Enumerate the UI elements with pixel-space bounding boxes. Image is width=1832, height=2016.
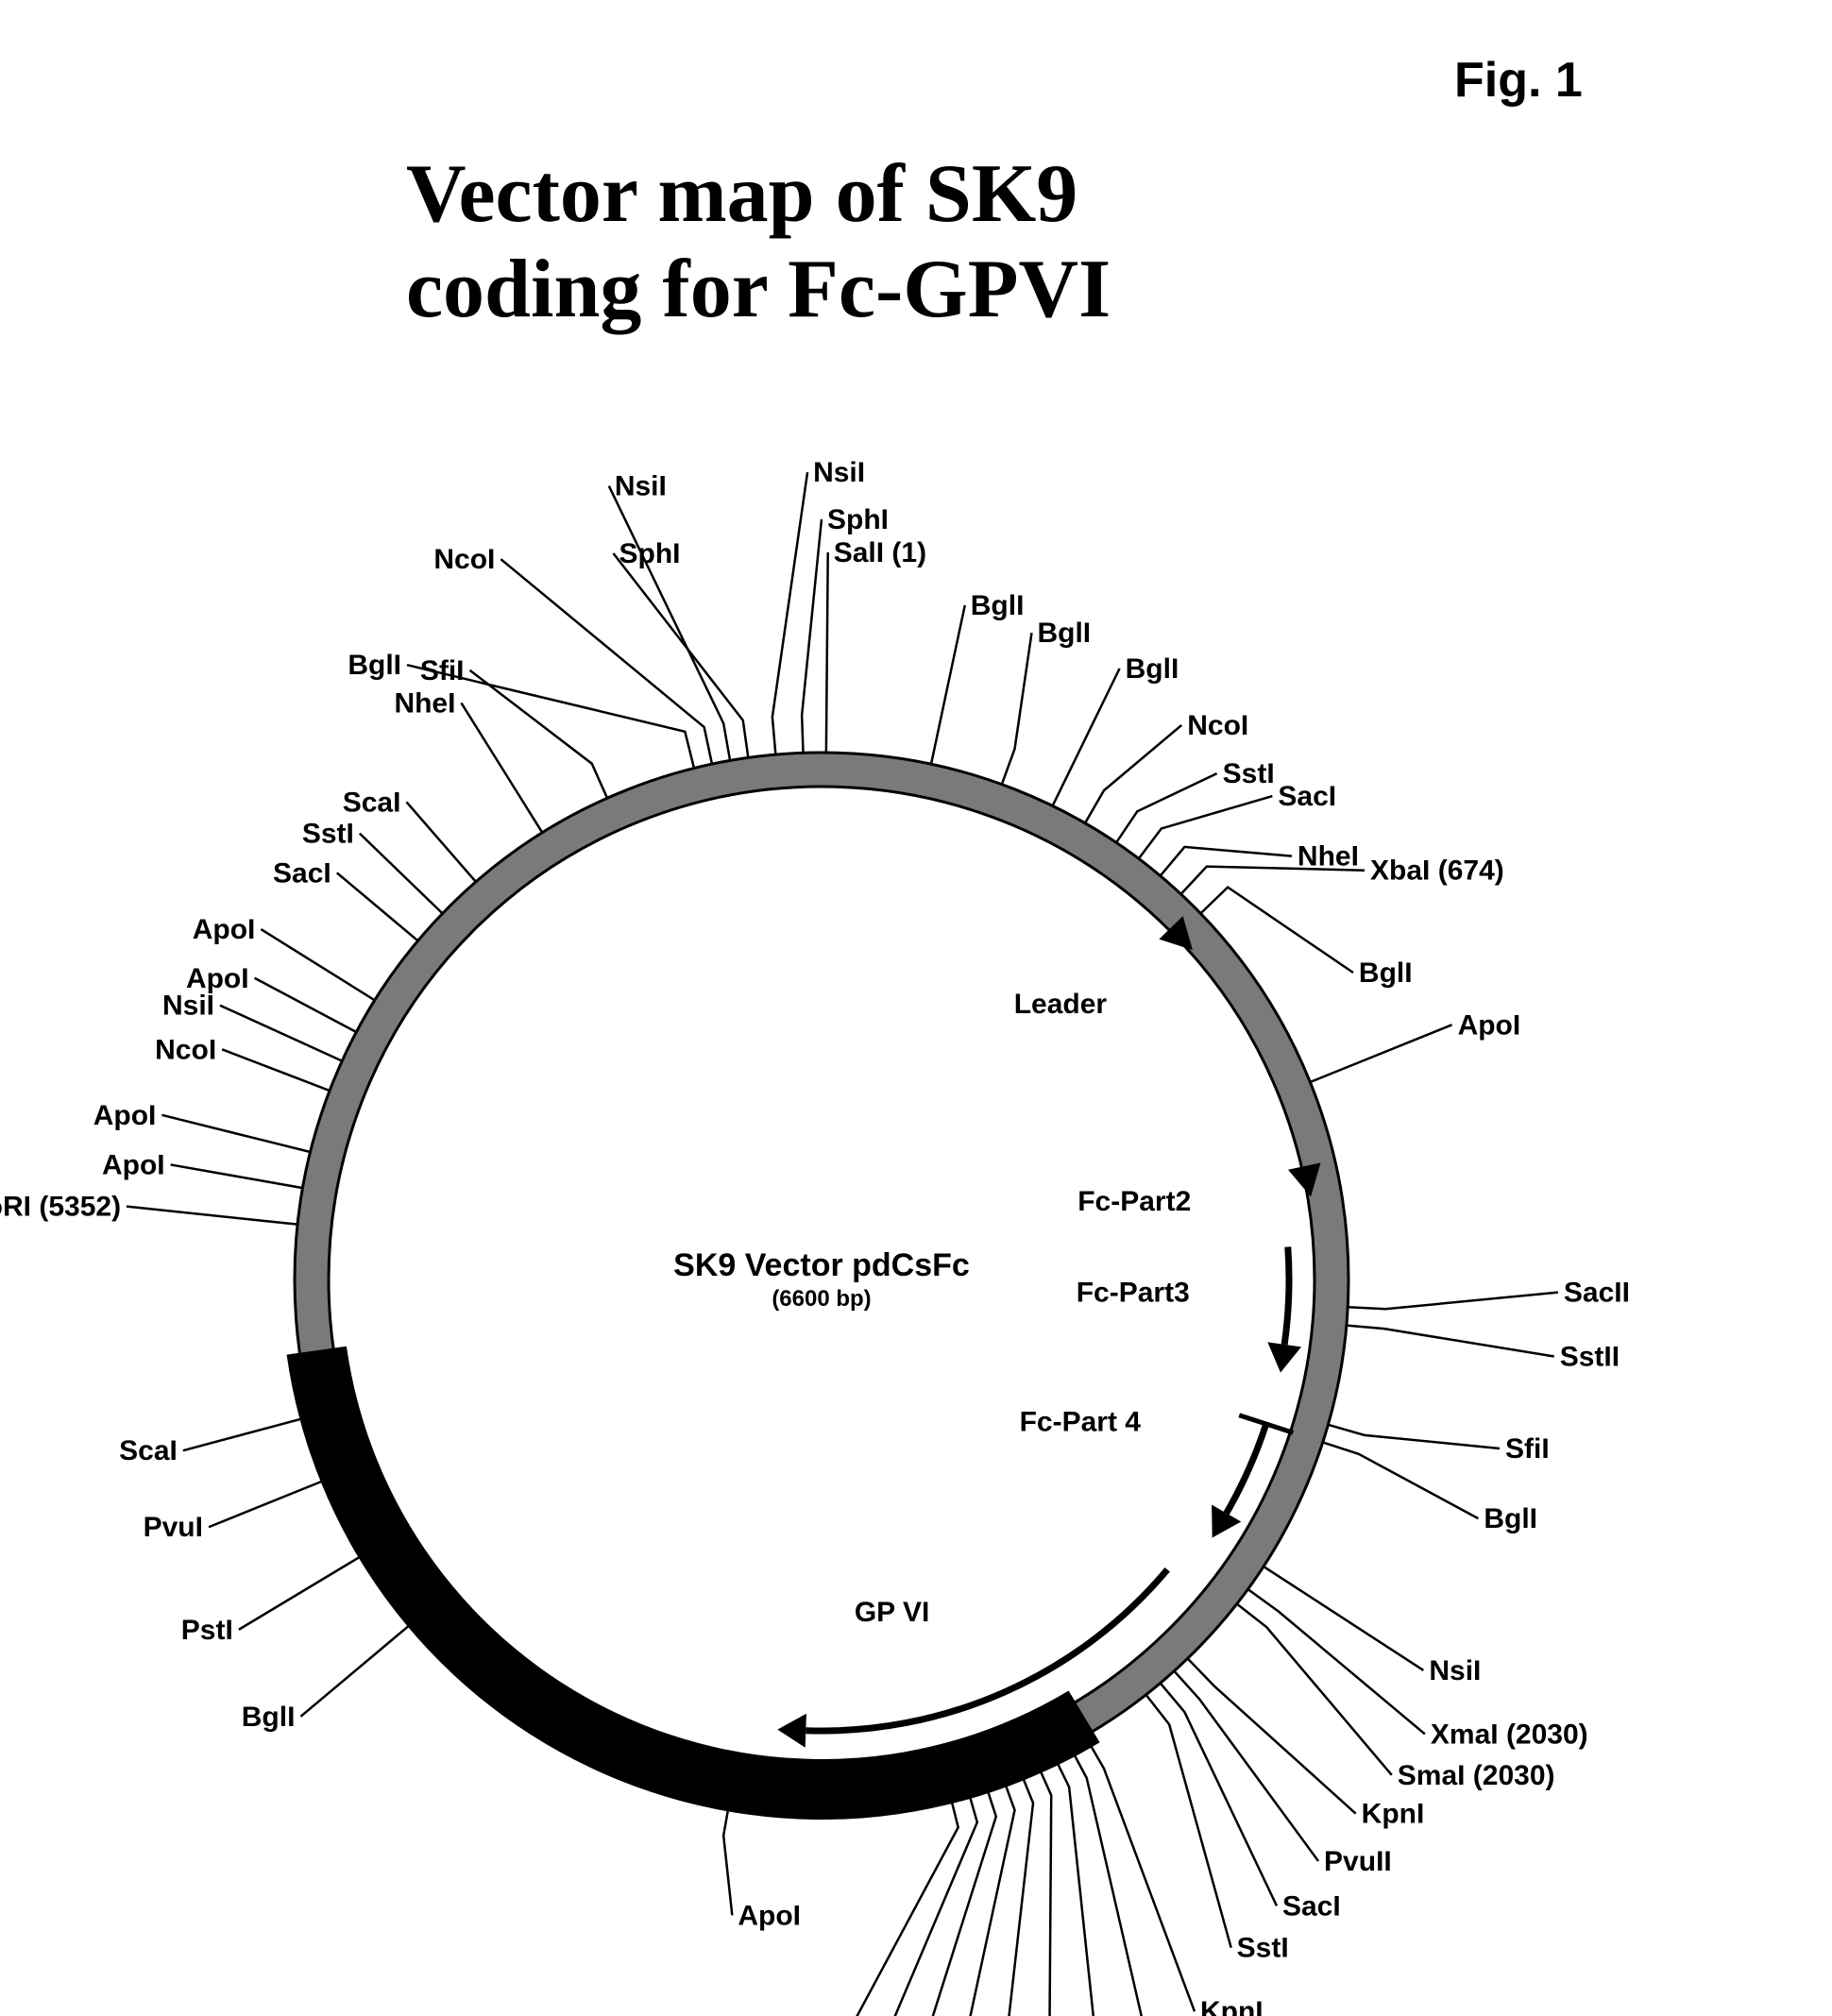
site-label: SstI (1237, 1933, 1289, 1964)
site-label: SacII (1564, 1278, 1630, 1309)
site-label: ApoI (193, 914, 256, 945)
feature-label: Fc-Part2 (1077, 1186, 1191, 1217)
site-leader (1116, 773, 1217, 842)
site-label: KpnI (1200, 1996, 1264, 2016)
feature-label: Fc-Part3 (1077, 1278, 1190, 1309)
site-label: PvuI (144, 1512, 203, 1543)
site-leader (1174, 1671, 1318, 1861)
site-label: NsiI (1429, 1655, 1481, 1686)
site-leader (609, 486, 730, 761)
site-leader (802, 519, 822, 753)
site-label: SacI (1282, 1890, 1341, 1922)
site-leader (1347, 1326, 1554, 1357)
site-label: SacI (273, 857, 331, 889)
site-label: NheI (394, 687, 455, 719)
site-label: XmaI (2030) (1431, 1719, 1588, 1750)
site-leader (1188, 1658, 1356, 1813)
site-label: SstII (1560, 1342, 1620, 1373)
site-label: ScaI (343, 787, 401, 818)
site-label: NsiI (162, 991, 214, 1022)
site-leader (1161, 847, 1292, 876)
site-label: BglI (1126, 653, 1179, 685)
site-leader (1237, 1604, 1392, 1775)
site-label: BglI (971, 590, 1025, 621)
site-leader (1002, 633, 1032, 784)
center-subtitle: (6600 bp) (772, 1286, 871, 1312)
site-leader (1053, 1753, 1102, 2016)
site-leader (239, 1550, 370, 1629)
site-label: BglI (1037, 618, 1091, 649)
site-leader (461, 703, 542, 832)
site-leader (300, 1618, 417, 1717)
site-label: SphI (619, 538, 680, 569)
site-label: BglI (242, 1702, 296, 1733)
site-label: EcoRI (5352) (0, 1192, 121, 1223)
site-label: SfiI (1505, 1433, 1550, 1465)
site-label: NcoI (433, 544, 495, 575)
site-leader (337, 872, 418, 940)
site-label: ScaI (119, 1435, 178, 1466)
site-leader (1036, 1761, 1051, 2016)
site-label: SacI (1278, 781, 1336, 812)
title-line: Vector map of SK9 (406, 146, 1111, 242)
site-label: ApoI (102, 1149, 165, 1180)
site-leader (1310, 1025, 1451, 1082)
center-title: SK9 Vector pdCsFc (673, 1247, 970, 1283)
site-label: PvuII (1324, 1846, 1392, 1877)
site-leader (1085, 725, 1181, 823)
site-label: PstI (181, 1615, 233, 1646)
site-leader (1348, 1293, 1558, 1310)
page-root: Fig. 1 Vector map of SK9coding for Fc-GP… (0, 0, 1832, 2016)
site-label: SfiI (420, 655, 465, 686)
site-leader (826, 552, 828, 753)
figure-label: Fig. 1 (1454, 52, 1583, 109)
site-leader (723, 1799, 732, 1916)
site-leader (805, 1786, 976, 2016)
site-label: NcoI (155, 1034, 216, 1065)
site-label: SalI (1) (834, 537, 926, 568)
site-label: NsiI (813, 457, 865, 488)
site-leader (161, 1115, 310, 1152)
feature-label: Leader (1014, 989, 1108, 1020)
site-leader (255, 978, 357, 1032)
site-leader (127, 1207, 297, 1225)
site-leader (931, 605, 965, 764)
site-leader (1146, 1695, 1231, 1948)
site-label: NheI (1298, 841, 1359, 872)
site-leader (1161, 1683, 1277, 1906)
site-label: SphI (827, 504, 889, 535)
site-leader (406, 802, 475, 882)
site-label: XbaI (674) (1370, 856, 1504, 887)
site-label: ApoI (1458, 1009, 1521, 1041)
site-leader (1323, 1442, 1479, 1518)
main-title: Vector map of SK9coding for Fc-GPVI (406, 146, 1111, 337)
site-leader (470, 670, 608, 798)
site-label: ApoI (738, 1900, 801, 1931)
site-label: BglI (348, 650, 401, 681)
feature-label: Fc-Part 4 (1020, 1406, 1142, 1437)
site-leader (209, 1477, 333, 1527)
site-leader (613, 553, 748, 757)
site-leader (171, 1164, 303, 1188)
site-leader (183, 1415, 313, 1450)
site-label: KpnI (1362, 1799, 1425, 1830)
site-label: SstI (1223, 758, 1275, 789)
feature-label: GP VI (855, 1597, 929, 1628)
site-leader (1247, 1589, 1424, 1734)
site-label: ApoI (93, 1100, 157, 1131)
site-leader (500, 559, 712, 764)
site-label: NcoI (1187, 710, 1248, 741)
site-leader (1328, 1425, 1500, 1448)
site-leader (222, 1049, 330, 1091)
plasmid-map: SK9 Vector pdCsFc(6600 bp)SalI (1)SphINs… (0, 411, 1832, 2016)
site-label: NsiI (615, 471, 667, 502)
site-label: SstI (302, 819, 354, 850)
site-label: SmaI (2030) (1398, 1760, 1555, 1791)
site-label: BglI (1484, 1503, 1537, 1534)
site-label: BglI (1359, 957, 1413, 989)
title-line: coding for Fc-GPVI (406, 242, 1111, 337)
site-leader (1085, 1736, 1195, 2011)
site-leader (1181, 867, 1365, 894)
